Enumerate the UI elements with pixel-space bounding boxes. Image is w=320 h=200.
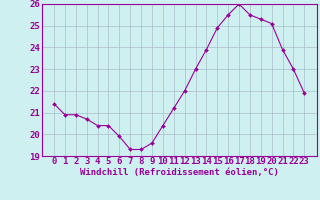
X-axis label: Windchill (Refroidissement éolien,°C): Windchill (Refroidissement éolien,°C) (80, 168, 279, 177)
